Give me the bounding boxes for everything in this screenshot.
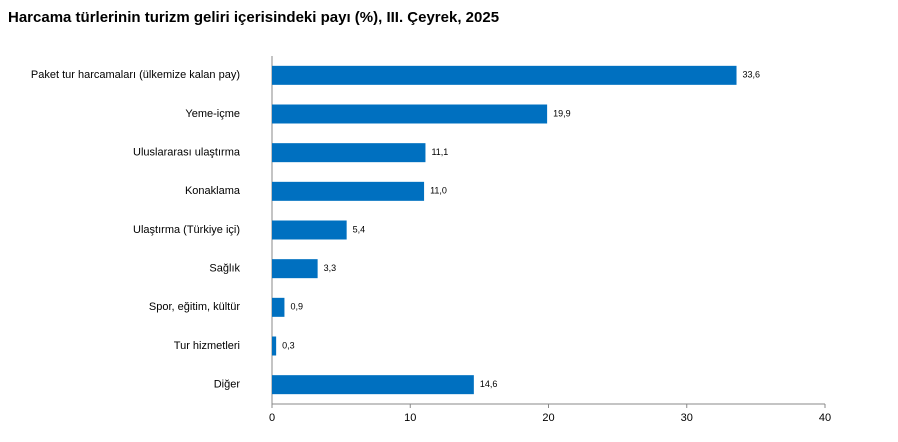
x-tick-label: 30: [681, 412, 693, 424]
x-tick-label: 40: [819, 412, 831, 424]
y-tick-label: Sağlık: [209, 263, 240, 275]
x-tick-label: 0: [269, 412, 275, 424]
y-tick-label: Spor, eğitim, kültür: [149, 301, 240, 313]
bar: [272, 220, 347, 240]
y-tick-label: Paket tur harcamaları (ülkemize kalan pa…: [31, 69, 240, 81]
value-label: 0,9: [290, 302, 303, 312]
value-label: 11,0: [430, 186, 447, 196]
bar: [272, 181, 425, 201]
x-tick-label: 20: [542, 412, 554, 424]
value-label: 3,3: [324, 263, 337, 273]
bar: [272, 104, 548, 124]
bar: [272, 143, 426, 163]
value-label: 19,9: [553, 108, 571, 118]
value-label: 0,3: [282, 340, 295, 350]
bar: [272, 336, 277, 356]
bar: [272, 65, 737, 85]
value-label: 33,6: [743, 70, 761, 80]
bar: [272, 259, 318, 279]
value-label: 11,1: [431, 147, 448, 157]
chart-title: Harcama türlerinin turizm geliri içerisi…: [8, 9, 499, 26]
y-tick-label: Diğer: [214, 379, 241, 391]
value-label: 14,6: [480, 379, 498, 389]
y-tick-label: Uluslararası ulaştırma: [133, 147, 241, 159]
bar: [272, 297, 285, 317]
y-tick-label: Yeme-içme: [185, 108, 240, 120]
value-label: 5,4: [353, 224, 366, 234]
bar: [272, 375, 474, 395]
y-tick-label: Tur hizmetleri: [174, 340, 240, 352]
y-tick-label: Ulaştırma (Türkiye içi): [133, 224, 240, 236]
y-tick-label: Konaklama: [185, 185, 241, 197]
x-tick-label: 10: [404, 412, 416, 424]
